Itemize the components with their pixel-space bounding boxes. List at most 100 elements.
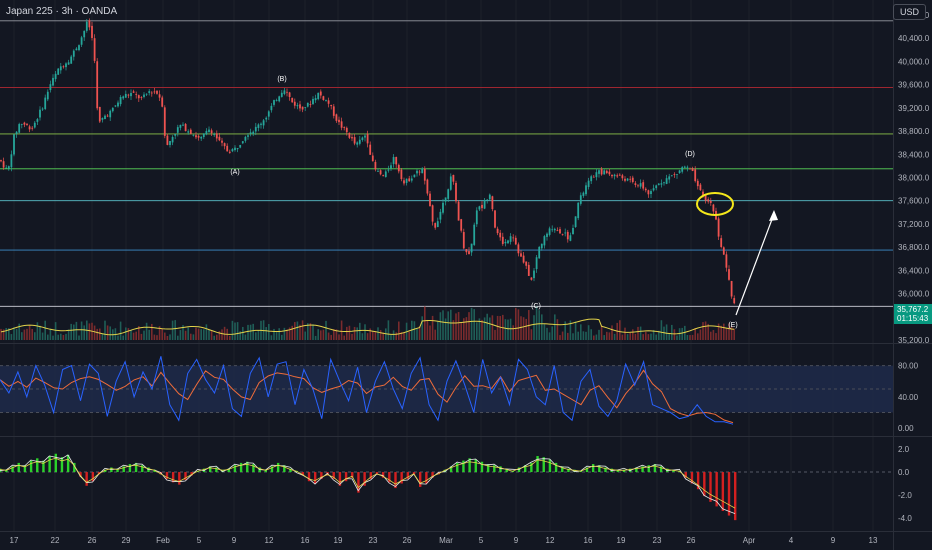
price-axis[interactable]: 40,800.040,400.040,000.039,600.039,200.0… xyxy=(898,11,930,345)
momentum-bar xyxy=(54,453,57,473)
candle-body xyxy=(535,257,538,270)
volume-bar xyxy=(587,325,590,340)
volume-bar xyxy=(686,334,689,340)
momentum-bar xyxy=(388,472,391,483)
candle-body xyxy=(624,178,626,181)
grid-lines xyxy=(13,0,874,531)
candle-body xyxy=(135,93,138,95)
candle-body xyxy=(499,232,502,238)
time-axis[interactable]: 17 22 26 29 Feb 5 9 12 16 19 23 26 Mar 5 9 12 16 19 23 26 Ap… xyxy=(10,536,878,545)
candle-body xyxy=(525,261,528,266)
volume-bar xyxy=(353,326,356,340)
candle-body xyxy=(696,180,699,187)
momentum-bar xyxy=(134,462,138,473)
candle-body xyxy=(166,135,169,145)
momentum-line-fast xyxy=(0,454,736,514)
currency-button[interactable]: USD xyxy=(892,4,926,20)
candle-body xyxy=(423,168,426,181)
volume-bar xyxy=(619,320,621,340)
momentum-bar xyxy=(190,472,193,476)
candle-body xyxy=(202,133,205,138)
candle-body xyxy=(119,97,122,105)
candle-body xyxy=(2,161,5,168)
candle-body xyxy=(309,104,312,105)
candle-body xyxy=(7,166,10,169)
candle-body xyxy=(377,170,379,172)
candle-body xyxy=(296,105,299,107)
volume-bar xyxy=(96,328,98,340)
volume-bar xyxy=(15,328,18,340)
candle-body xyxy=(356,142,359,145)
volume-bar xyxy=(151,323,153,340)
volume-bar xyxy=(624,327,626,340)
volume-bar xyxy=(400,332,403,340)
volume-bar xyxy=(554,314,556,340)
volume-bar xyxy=(559,335,561,340)
candle-body xyxy=(254,126,257,132)
candle-body xyxy=(460,219,463,231)
candle-body xyxy=(540,243,543,249)
candle-body xyxy=(629,178,632,180)
volume-bar xyxy=(325,320,327,340)
candle-body xyxy=(106,115,109,117)
price-tick-label: 40,000.0 xyxy=(898,57,930,66)
candle-body xyxy=(98,106,101,122)
momentum-tick-label: 2.0 xyxy=(898,445,910,454)
volume-bar xyxy=(239,331,241,340)
volume-bar xyxy=(99,328,101,340)
volume-bar xyxy=(327,332,330,340)
candle-body xyxy=(88,20,91,28)
candle-body xyxy=(275,100,278,101)
momentum-bar xyxy=(462,460,465,473)
candle-body xyxy=(384,171,387,177)
candle-body xyxy=(153,91,156,93)
candle-body xyxy=(335,114,338,121)
candle-body xyxy=(192,134,195,136)
momentum-bar xyxy=(672,469,675,473)
candle-body xyxy=(195,135,197,138)
volume-bar xyxy=(455,313,457,340)
volume-bar xyxy=(210,330,213,340)
volume-bar xyxy=(132,332,135,340)
candle-body xyxy=(475,210,478,225)
candle-body xyxy=(67,62,70,65)
price-tick-label: 39,200.0 xyxy=(898,104,930,113)
volume-bar xyxy=(218,331,221,340)
momentum-bar xyxy=(17,462,20,473)
volume-bar xyxy=(13,327,15,340)
candle-body xyxy=(345,127,348,133)
volume-bar xyxy=(395,332,397,340)
candle-body xyxy=(400,169,403,180)
candle-body xyxy=(366,134,369,144)
candle-body xyxy=(678,170,681,174)
volume-bar xyxy=(153,334,156,340)
candle-body xyxy=(556,230,559,232)
volume-bar xyxy=(320,330,322,340)
momentum-bar xyxy=(449,466,453,473)
candle-body xyxy=(626,178,629,181)
volume-bar xyxy=(356,327,358,340)
candle-body xyxy=(577,202,580,219)
volume-bar xyxy=(200,329,202,340)
candle-body xyxy=(286,91,288,93)
candle-body xyxy=(85,21,88,31)
momentum-bar xyxy=(171,472,175,483)
volume-bar xyxy=(286,329,288,340)
volume-bar xyxy=(689,335,691,340)
candle-body xyxy=(161,97,164,107)
candle-body xyxy=(176,127,179,133)
volume-bar xyxy=(301,320,304,340)
candle-body xyxy=(291,97,294,103)
candle-body xyxy=(504,241,507,244)
volume-bar xyxy=(330,334,332,340)
candle-body xyxy=(473,224,476,245)
candle-body xyxy=(566,231,569,240)
volume-bar xyxy=(452,320,455,340)
volume-bar xyxy=(489,317,491,340)
volume-bar xyxy=(187,327,189,340)
candle-body xyxy=(717,218,720,237)
candle-body xyxy=(587,180,590,188)
candle-body xyxy=(569,235,572,241)
volume-bar xyxy=(177,335,179,340)
